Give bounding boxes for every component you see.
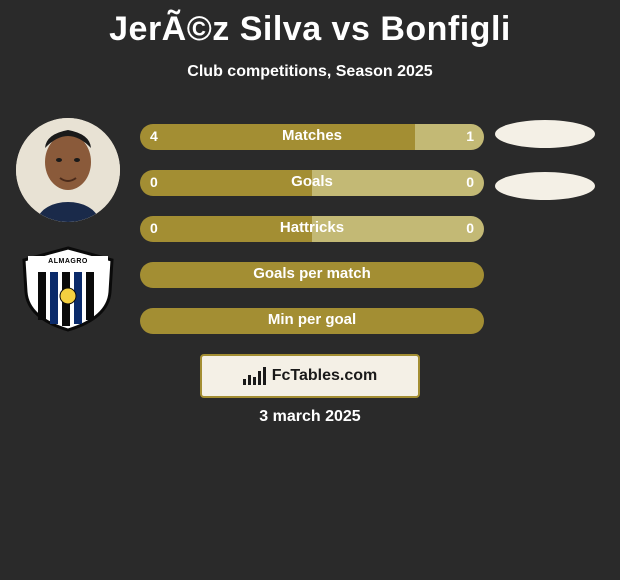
stat-row: Min per goal — [140, 308, 484, 334]
player1-column: ALMAGRO — [8, 118, 128, 332]
stat-label: Hattricks — [140, 219, 484, 236]
player2-club-placeholder — [495, 172, 595, 200]
footer-logo-text: FcTables.com — [272, 367, 378, 385]
stat-label: Min per goal — [140, 311, 484, 328]
player1-avatar — [16, 118, 120, 222]
stat-label: Matches — [140, 127, 484, 144]
footer-logo-bars-icon — [243, 367, 266, 385]
page-subtitle: Club competitions, Season 2025 — [0, 63, 620, 81]
page-title: JerÃ©z Silva vs Bonfigli — [0, 0, 620, 49]
stat-label: Goals — [140, 173, 484, 190]
stat-label: Goals per match — [140, 265, 484, 282]
player1-club-name: ALMAGRO — [18, 258, 118, 265]
player2-avatar-placeholder — [495, 120, 595, 148]
footer-logo-box: FcTables.com — [200, 354, 420, 398]
player1-club-badge: ALMAGRO — [18, 246, 118, 332]
stat-row: Goals per match — [140, 262, 484, 288]
footer-date: 3 march 2025 — [0, 408, 620, 426]
stat-row: 00Goals — [140, 170, 484, 196]
comparison-bars: 41Matches 00Goals 00Hattricks Goals per mat… — [140, 124, 484, 354]
stat-row: 41Matches — [140, 124, 484, 150]
player2-column — [490, 120, 600, 224]
stat-row: 00Hattricks — [140, 216, 484, 242]
